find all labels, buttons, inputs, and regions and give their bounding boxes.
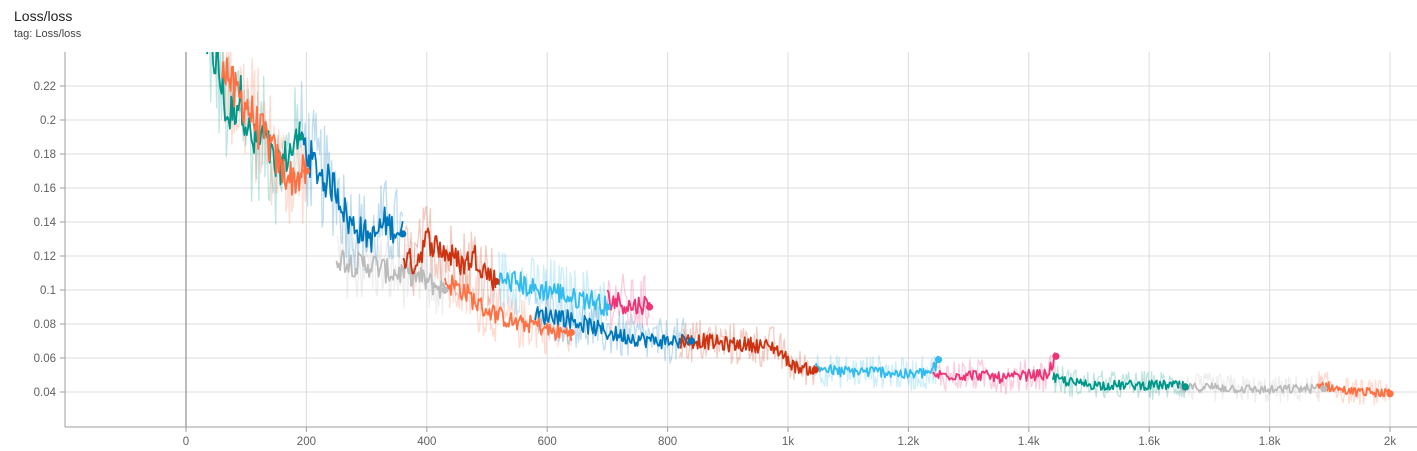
series-end-marker[interactable]: [934, 356, 943, 364]
series-smoothed-line[interactable]: [606, 289, 651, 316]
series-end-marker[interactable]: [399, 230, 407, 238]
series-smoothed-line[interactable]: [335, 249, 446, 299]
series-smoothed-line[interactable]: [402, 227, 497, 291]
series-raw-line: [299, 80, 404, 272]
series-end-marker[interactable]: [1320, 385, 1328, 393]
x-tick-label: 0: [183, 436, 189, 448]
series-smoothed-line[interactable]: [679, 332, 816, 376]
x-tick-label: 2k: [1384, 436, 1396, 448]
y-tick-label: 0.22: [34, 81, 56, 93]
series-raw-line: [209, 52, 301, 225]
series-end-marker[interactable]: [645, 303, 654, 311]
series-smoothed-line[interactable]: [1316, 381, 1391, 398]
x-tick-label: 1.8k: [1259, 436, 1281, 448]
series-end-marker[interactable]: [441, 286, 449, 294]
y-tick-label: 0.2: [40, 115, 56, 127]
series-smoothed-line[interactable]: [1052, 372, 1187, 392]
chart-title: Loss/loss: [14, 8, 73, 24]
x-tick-label: 1.2k: [898, 436, 920, 448]
y-tick-label: 0.06: [34, 353, 56, 365]
x-tick-label: 200: [297, 436, 316, 448]
chart-grid: [65, 52, 1417, 427]
series-raw-line: [931, 354, 1056, 395]
x-tick-label: 1.4k: [1018, 436, 1040, 448]
series-end-marker[interactable]: [296, 133, 304, 141]
y-tick-label: 0.04: [34, 387, 57, 399]
series-smoothed-line[interactable]: [444, 274, 573, 342]
series-end-marker[interactable]: [688, 337, 696, 345]
x-tick-label: 1k: [782, 436, 794, 448]
series-smoothed-line[interactable]: [814, 355, 939, 380]
series-smoothed-line[interactable]: [1178, 382, 1325, 395]
y-tick-label: 0.1: [40, 285, 56, 297]
smoothed-series-layer: [206, 52, 1391, 398]
series-raw-line: [1317, 371, 1391, 406]
series-smoothed-line[interactable]: [498, 270, 609, 317]
x-tick-label: 800: [658, 436, 677, 448]
y-tick-label: 0.08: [34, 319, 56, 331]
series-raw-line: [1178, 372, 1325, 403]
series-smoothed-line[interactable]: [932, 352, 1057, 384]
series-raw-line: [335, 222, 446, 316]
chart-header: Loss/loss tag: Loss/loss: [14, 8, 81, 41]
series-raw-line: [402, 206, 497, 310]
series-end-marker[interactable]: [1052, 352, 1060, 360]
series-end-marker[interactable]: [603, 303, 612, 311]
x-tick-label: 400: [417, 436, 436, 448]
y-tick-label: 0.16: [34, 183, 56, 195]
chart-tag-subtitle: tag: Loss/loss: [14, 28, 82, 40]
series-smoothed-line[interactable]: [534, 306, 693, 350]
series-raw-line: [606, 273, 651, 331]
series-end-marker[interactable]: [302, 167, 310, 175]
y-tick-label: 0.14: [34, 217, 57, 229]
y-tick-label: 0.18: [34, 149, 56, 161]
chart-axes: 0.04 0.06 0.08 0.1 0.12 0.14 0.16 0.18 0.2 0.22 0 2…: [34, 52, 1417, 448]
x-tick-label: 1.6k: [1138, 436, 1160, 448]
series-end-marker[interactable]: [567, 328, 575, 337]
series-end-marker[interactable]: [1181, 383, 1189, 391]
series-end-marker[interactable]: [1386, 390, 1394, 398]
series-smoothed-line[interactable]: [221, 57, 308, 196]
series-end-marker[interactable]: [811, 366, 819, 374]
series-smoothed-line[interactable]: [299, 131, 404, 253]
series-raw-line: [1052, 366, 1186, 400]
x-tick-label: 600: [538, 436, 557, 448]
y-tick-label: 0.12: [34, 251, 56, 263]
series-end-markers: [296, 133, 1394, 398]
series-raw-line: [678, 320, 816, 386]
series-end-marker[interactable]: [492, 277, 500, 286]
